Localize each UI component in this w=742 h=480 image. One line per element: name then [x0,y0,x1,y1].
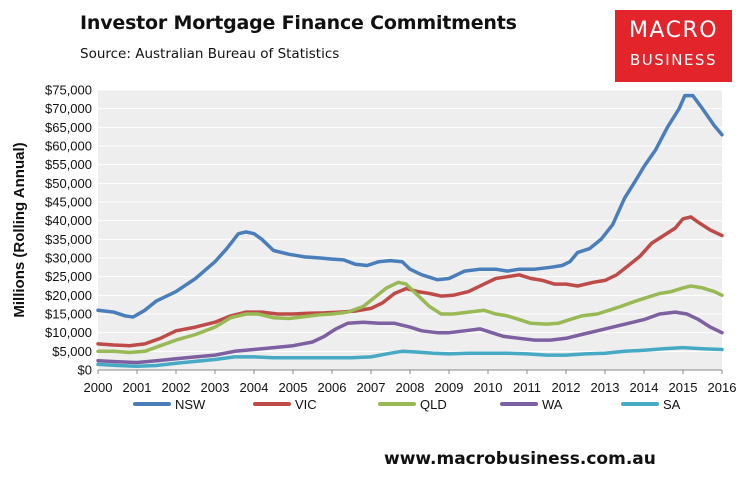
x-tick-label: 2003 [201,380,230,395]
series-line-wa [96,310,724,365]
legend: NSW VIC QLD WA SA [133,397,681,412]
x-tick-label: 2004 [240,380,269,395]
x-tick-label: 2013 [591,380,620,395]
y-tick-label: $50,000 [45,176,92,191]
chart-subtitle: Source: Australian Bureau of Statistics [80,46,340,62]
x-tick-label: 2001 [123,380,152,395]
footer-url: www.macrobusiness.com.au [384,449,656,469]
x-tick-label: 2006 [318,380,347,395]
y-tick-label: $70,000 [45,101,92,116]
line-chart: $0 $5,000 $10,000 $15,000 $20,000 $25,000 $30,… [11,83,737,413]
x-tick-label: 2009 [435,380,464,395]
legend-label-vic: VIC [295,397,317,412]
y-tick-label: $25,000 [45,269,92,284]
y-tick-label: $15,000 [45,307,92,322]
macrobusiness-logo: MACRO BUSINESS [615,10,732,82]
x-tick-label: 2011 [513,380,541,395]
x-tick-label: 2015 [669,380,698,395]
chart-title: Investor Mortgage Finance Commitments [80,12,517,34]
series-line-vic [96,215,724,348]
legend-label-nsw: NSW [175,397,206,412]
gridlines [98,89,722,371]
series-line-qld [96,280,724,355]
x-tick-label: 2002 [162,380,191,395]
y-axis-label: Millions (Rolling Annual) [11,142,28,317]
y-tick-label: $35,000 [45,232,92,247]
x-axis-ticks: 2000 2001 2002 2003 2004 2005 2006 2007 2008 2009… [84,369,737,395]
y-tick-label: $40,000 [45,213,92,228]
y-tick-label: $65,000 [45,120,92,135]
x-tick-label: 2012 [552,380,581,395]
x-tick-label: 2014 [630,380,659,395]
logo-line-business: BUSINESS [630,51,717,69]
x-tick-label: 2016 [708,380,737,395]
series-line-sa [96,345,724,369]
y-tick-label: $60,000 [45,139,92,154]
y-tick-label: $30,000 [45,251,92,266]
y-tick-label: $75,000 [45,83,92,98]
y-tick-label: $10,000 [45,325,92,340]
plot-area [98,90,722,370]
legend-label-qld: QLD [420,397,447,412]
y-tick-label: $20,000 [45,288,92,303]
logo-line-macro: MACRO [628,18,719,43]
legend-label-sa: SA [663,397,681,412]
y-tick-label: $45,000 [45,195,92,210]
y-tick-label: $0 [78,363,92,378]
series-lines [96,93,724,369]
legend-label-wa: WA [542,397,563,412]
x-tick-label: 2007 [357,380,386,395]
x-tick-label: 2005 [279,380,308,395]
y-tick-label: $5,000 [52,344,92,359]
x-tick-label: 2000 [84,380,113,395]
x-tick-label: 2010 [474,380,503,395]
y-axis-ticks: $0 $5,000 $10,000 $15,000 $20,000 $25,000 $30,… [45,83,92,378]
series-line-nsw [96,93,724,319]
y-tick-label: $55,000 [45,157,92,172]
x-tick-label: 2008 [396,380,425,395]
